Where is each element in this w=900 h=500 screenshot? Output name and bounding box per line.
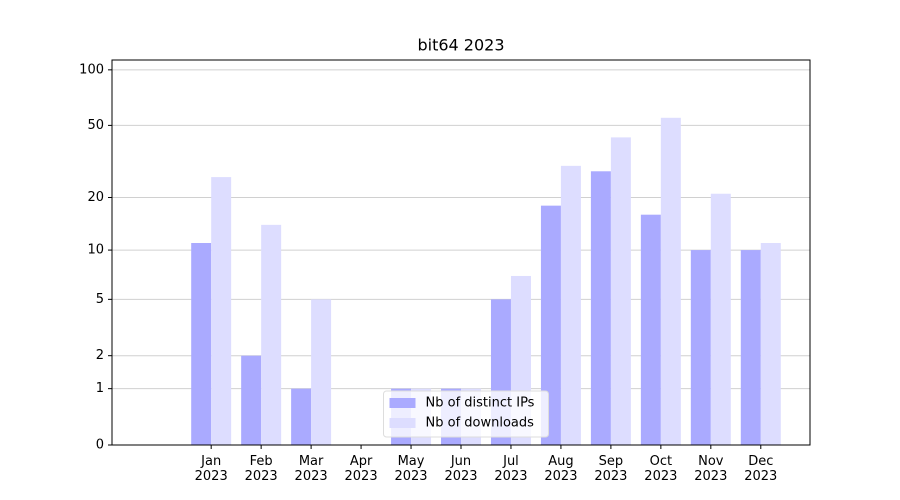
- x-tick-label-line: Mar: [299, 454, 324, 469]
- bar: [640, 214, 661, 445]
- x-tick-label-line: 2023: [494, 469, 527, 484]
- x-tick-label-line: 2023: [594, 469, 627, 484]
- bar: [740, 250, 761, 445]
- bar: [211, 177, 232, 445]
- x-tick-label-line: Feb: [250, 454, 273, 469]
- x-tick-label: Jun 2023: [444, 454, 477, 484]
- x-tick-label-line: 2023: [544, 469, 577, 484]
- y-tick-label: 100: [79, 62, 104, 77]
- y-tick-label: 1: [96, 381, 104, 396]
- bar: [660, 117, 681, 445]
- bar: [690, 250, 711, 445]
- x-tick-label-line: Dec: [748, 454, 773, 469]
- x-tick-label-line: 2023: [394, 469, 427, 484]
- y-tick-label: 50: [87, 118, 104, 133]
- bar: [560, 165, 581, 445]
- y-tick-label: 5: [96, 292, 104, 307]
- y-tick-label: 10: [87, 243, 104, 258]
- x-tick-label-line: 2023: [744, 469, 777, 484]
- x-tick-label-line: Jul: [502, 454, 519, 469]
- x-tick-label-line: May: [398, 454, 425, 469]
- legend-box: [383, 390, 549, 438]
- x-tick-label-line: 2023: [694, 469, 727, 484]
- x-tick-label-line: Aug: [548, 454, 573, 469]
- x-tick-label: Aug 2023: [544, 454, 577, 484]
- x-tick-label: Mar 2023: [295, 454, 328, 484]
- bar: [261, 224, 282, 445]
- bar: [241, 355, 262, 445]
- bar: [760, 243, 781, 445]
- x-tick-label: May 2023: [394, 454, 427, 484]
- chart-title: bit64 2023: [417, 36, 504, 55]
- x-tick-label: Feb 2023: [245, 454, 278, 484]
- x-tick-label: Oct 2023: [644, 454, 677, 484]
- bar: [590, 171, 611, 445]
- legend-swatch: [389, 398, 416, 408]
- x-tick-label: Sep 2023: [594, 454, 627, 484]
- x-tick-label-line: 2023: [644, 469, 677, 484]
- y-tick-label: 2: [96, 348, 104, 363]
- x-tick-label-line: Sep: [599, 454, 624, 469]
- x-tick-label: Apr 2023: [345, 454, 378, 484]
- x-tick-label-line: Jan: [200, 454, 221, 469]
- y-tick-label: 0: [96, 438, 104, 453]
- x-tick-label: Dec 2023: [744, 454, 777, 484]
- bar: [710, 193, 731, 445]
- x-tick-label-line: 2023: [195, 469, 228, 484]
- x-tick-label: Jul 2023: [494, 454, 527, 484]
- bar: [311, 299, 332, 445]
- x-tick-label-line: 2023: [444, 469, 477, 484]
- legend-label: Nb of downloads: [426, 416, 535, 431]
- x-tick-label-line: Apr: [350, 454, 373, 469]
- x-tick-label-line: Oct: [650, 454, 672, 469]
- x-tick-label-line: Jun: [450, 454, 471, 469]
- bar: [540, 205, 561, 445]
- legend-label: Nb of distinct IPs: [426, 396, 535, 411]
- x-tick-label-line: 2023: [245, 469, 278, 484]
- bar: [191, 243, 212, 445]
- x-tick-label-line: Nov: [698, 454, 724, 469]
- plot-frame: [111, 59, 811, 446]
- legend-swatch: [389, 418, 416, 428]
- x-tick-label: Jan 2023: [195, 454, 228, 484]
- x-tick-label-line: 2023: [345, 469, 378, 484]
- y-tick-label: 20: [87, 190, 104, 205]
- bar: [610, 137, 631, 445]
- x-tick-label-line: 2023: [295, 469, 328, 484]
- bar: [291, 388, 312, 445]
- x-tick-label: Nov 2023: [694, 454, 727, 484]
